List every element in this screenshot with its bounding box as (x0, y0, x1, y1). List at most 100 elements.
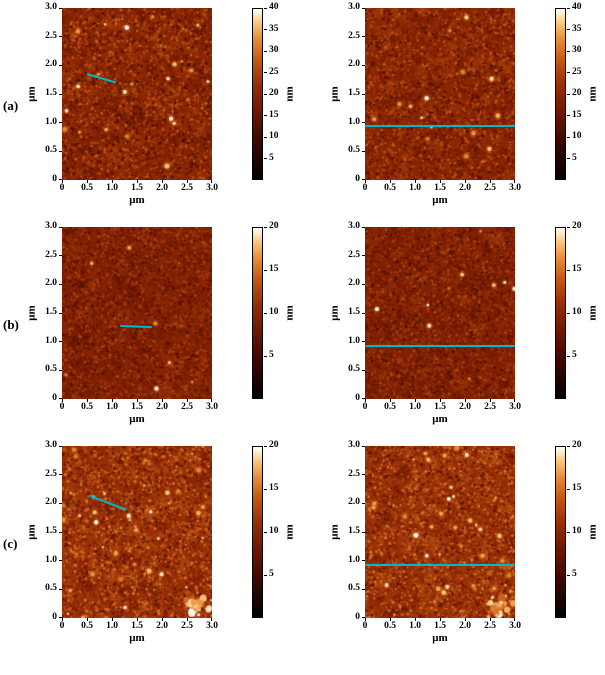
colorbar-tick-mark (567, 446, 570, 447)
colorbar-tick-mark (264, 488, 267, 490)
colorbar-tick-mark (567, 312, 570, 314)
y-tick-mark (59, 341, 62, 343)
x-axis-label: μm (432, 413, 448, 425)
y-tick-label: 1.0 (45, 335, 57, 346)
y-tick-mark (362, 560, 365, 562)
colorbar-unit-label: nm (283, 8, 297, 180)
y-axis-label: μm (328, 446, 342, 618)
colorbar-tick-label: 15 (572, 109, 582, 120)
colorbar-tick-label: 20 (572, 221, 582, 231)
colorbar-tick-label: 20 (269, 221, 279, 231)
colorbar-tick-label: 15 (572, 264, 582, 274)
x-tick-mark (112, 399, 113, 402)
row-content-c: μm 0 0.5 1.0 1.5 2.0 2.5 3.0 0 0.5 1.0 1.5 2.0 2.5 3.0… (25, 440, 601, 647)
colorbar-gradient-a-left (252, 8, 263, 180)
x-tick-mark (415, 618, 416, 621)
colorbar-tick-mark (264, 50, 267, 52)
x-tick-mark (162, 180, 163, 183)
afm-image-area-b-left (62, 227, 212, 399)
colorbar-tick-label: 15 (269, 109, 279, 120)
y-tick-label: 0.5 (45, 364, 57, 375)
y-axis-label: μm (25, 446, 39, 618)
y-tick-mark (362, 341, 365, 343)
colorbar-unit-label: nm (586, 227, 600, 399)
x-tick-mark (465, 180, 466, 183)
profile-line-a-right (365, 124, 515, 127)
y-tick-label: 1.0 (45, 116, 57, 127)
y-tick-mark (59, 150, 62, 152)
y-tick-label: 0.5 (348, 145, 360, 156)
y-tick-mark (59, 531, 62, 533)
colorbar-tick-mark (264, 531, 267, 533)
x-tick-mark (390, 180, 391, 183)
colorbar-tick-mark (264, 269, 267, 271)
y-tick-label: 1.0 (348, 554, 360, 565)
x-axis-ticks: 0 0.5 1.0 1.5 2.0 2.5 3.0 (60, 180, 218, 194)
x-tick-mark (187, 399, 188, 402)
y-tick-mark (59, 398, 62, 399)
x-tick-mark (415, 180, 416, 183)
x-tick-mark (87, 618, 88, 621)
y-tick-label: 2.5 (45, 249, 57, 260)
x-axis-label: μm (432, 632, 448, 644)
x-tick-label: 2.5 (181, 183, 193, 193)
colorbar-tick-label: 5 (269, 152, 274, 163)
x-tick-mark (137, 618, 138, 621)
y-tick-label: 2.0 (348, 59, 360, 70)
colorbar-gradient-b-right (555, 227, 566, 399)
row-content-b: μm 0 0.5 1.0 1.5 2.0 2.5 3.0 0 0.5 1.0 1.5 2.0 2.5 3.0… (26, 221, 601, 428)
x-tick-mark (465, 399, 466, 402)
y-tick-label: 1.5 (45, 88, 57, 98)
y-tick-label: 3.0 (45, 2, 57, 12)
y-axis-label-text: μm (26, 524, 38, 540)
colorbar-tick-mark (567, 29, 570, 30)
y-tick-mark (362, 179, 365, 180)
colorbar-c-right: 20 15 10 5 nm (555, 440, 601, 626)
y-axis-label: μm (25, 8, 39, 180)
x-axis-ticks: 0 0.5 1.0 1.5 2.0 2.5 3.0 (363, 399, 521, 413)
x-tick-label: 2.5 (181, 621, 193, 631)
y-tick-mark (59, 312, 62, 314)
row-content-a: μm 0 0.5 1.0 1.5 2.0 2.5 3.0 0 0.5 1.0 1.5 2.0 2.5 3.0… (25, 2, 601, 209)
colorbar-tick-mark (264, 158, 267, 159)
x-tick-label: 0.5 (384, 402, 396, 412)
y-tick-label: 3.0 (348, 221, 360, 231)
x-tick-label: 0 (362, 183, 368, 193)
y-axis-ticks: 0 0.5 1.0 1.5 2.0 2.5 3.0 (39, 440, 62, 622)
afm-figure: (a) μm 0 0.5 1.0 1.5 2.0 2.5 3.0 0 0.5 1.0 1.5 2.0 2.… (3, 2, 605, 647)
colorbar-tick-label: 20 (572, 440, 582, 450)
y-tick-mark (362, 446, 365, 447)
x-tick-mark (514, 180, 515, 183)
afm-panel-a-right: μm 0 0.5 1.0 1.5 2.0 2.5 3.0 0 0.5 1.0 1.5 2.0 2.5 3.0… (329, 2, 521, 209)
x-tick-mark (365, 180, 366, 183)
colorbar-tick-mark (264, 29, 267, 30)
colorbar-unit-label: nm (586, 446, 600, 618)
x-tick-mark (112, 618, 113, 621)
y-tick-label: 0 (355, 612, 360, 622)
x-tick-mark (187, 180, 188, 183)
colorbar-tick-label: 40 (572, 2, 582, 12)
x-tick-label: 2.5 (484, 183, 496, 193)
y-tick-mark (362, 36, 365, 38)
x-tick-label: 1.0 (106, 402, 118, 412)
x-tick-label: 3.0 (206, 402, 218, 412)
colorbar-tick-mark (264, 115, 267, 116)
y-tick-label: 3.0 (348, 2, 360, 12)
afm-panel-b-left: μm 0 0.5 1.0 1.5 2.0 2.5 3.0 0 0.5 1.0 1.5 2.0 2.5 3.0… (26, 221, 218, 428)
colorbar-tick-label: 5 (572, 569, 577, 579)
x-tick-label: 0 (59, 621, 65, 631)
colorbar-tick-label: 10 (572, 131, 582, 141)
colorbar-tick-label: 10 (572, 307, 582, 317)
afm-image-area-a-right (365, 8, 515, 180)
y-tick-mark (59, 93, 62, 95)
colorbar-b-right: 20 15 10 5 nm (555, 221, 601, 407)
y-tick-label: 1.5 (348, 526, 360, 536)
x-axis-label: μm (432, 194, 448, 206)
colorbar-unit-text: nm (587, 86, 599, 102)
afm-image-area-a-left (62, 8, 212, 180)
x-tick-label: 1.5 (434, 402, 446, 412)
y-tick-mark (362, 93, 365, 95)
y-tick-label: 0 (52, 174, 57, 184)
x-tick-label: 2.0 (459, 183, 471, 193)
y-axis-ticks: 0 0.5 1.0 1.5 2.0 2.5 3.0 (39, 2, 62, 184)
